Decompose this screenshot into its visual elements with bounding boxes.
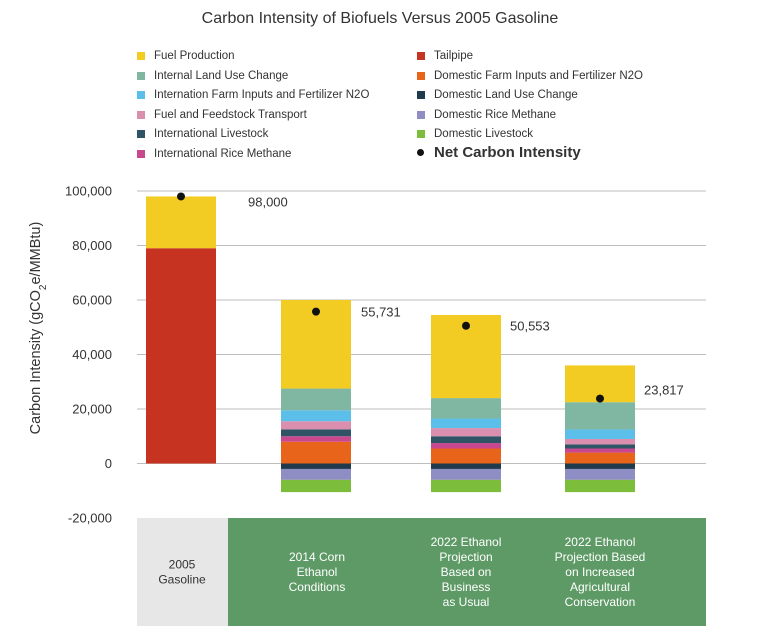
bar-segment <box>565 479 635 493</box>
y-tick-label: -20,000 <box>68 511 112 526</box>
legend-swatch <box>417 91 425 99</box>
y-axis-label: Carbon Intensity (gCO2e/MMBtu) <box>28 222 49 435</box>
category-band-ethanol <box>228 518 706 626</box>
bar-segment <box>281 429 351 437</box>
legend-swatch <box>137 91 145 99</box>
legend-swatch <box>137 110 145 119</box>
bar-segment <box>565 463 635 469</box>
bar-segment <box>565 468 635 480</box>
bar-segment <box>431 443 501 449</box>
bar-segment <box>431 418 501 429</box>
legend-swatch <box>417 130 425 138</box>
legend-item: Domestic Farm Inputs and Fertilizer N2O <box>417 70 643 82</box>
bar-segment <box>565 402 635 430</box>
bar-segment <box>281 421 351 430</box>
legend-swatch <box>137 71 145 80</box>
category-label: 2022 Ethanol Projection Based on Increased… <box>555 535 646 609</box>
bar-segment <box>431 436 501 444</box>
legend-label: International Rice Methane <box>154 147 292 160</box>
category-band-gasoline <box>137 518 228 626</box>
legend-label: Domestic Livestock <box>434 128 534 140</box>
bar-segment <box>565 452 635 464</box>
net-value-label: 23,817 <box>644 383 684 398</box>
legend-item: Fuel and Feedstock Transport <box>137 109 307 121</box>
bar-segment <box>281 410 351 422</box>
bar-segment <box>281 463 351 469</box>
legend-item: Domestic Land Use Change <box>417 89 578 101</box>
net-carbon-intensity-point <box>312 307 320 316</box>
legend-swatch <box>417 52 425 60</box>
legend-swatch <box>417 110 425 119</box>
legend-swatch <box>417 71 425 80</box>
bar-segment <box>281 436 351 442</box>
category-label: 2014 Corn Ethanol Conditions <box>289 550 346 594</box>
legend-item: Internal Land Use Change <box>137 70 288 82</box>
legend-label: Tailpipe <box>434 50 473 62</box>
legend-item: Fuel Production <box>137 50 235 62</box>
bar-segment <box>565 429 635 439</box>
net-value-label: 55,731 <box>361 305 401 320</box>
net-value-label: 98,000 <box>248 194 288 209</box>
legend-label: Domestic Land Use Change <box>434 89 578 101</box>
net-dot-icon <box>417 148 424 156</box>
y-tick-label: 60,000 <box>72 293 112 308</box>
bar-segment <box>281 468 351 480</box>
legend: Fuel Production Internal Land Use Change I… <box>137 50 657 175</box>
legend-label: Domestic Rice Methane <box>434 108 557 121</box>
legend-label: Domestic Farm Inputs and Fertilizer N2O <box>434 69 643 82</box>
bar-segment <box>565 444 635 449</box>
chart-title: Carbon Intensity of Biofuels Versus 2005… <box>201 10 559 27</box>
net-carbon-intensity-point <box>596 394 604 403</box>
category-label: 2022 Ethanol Projection Based on Business as… <box>431 535 502 609</box>
bar-segment <box>431 468 501 480</box>
y-tick-label: 80,000 <box>72 238 112 253</box>
legend-item: Domestic Rice Methane <box>417 109 556 121</box>
legend-label: Internal Land Use Change <box>154 69 289 82</box>
category-label: 2005 Gasoline <box>158 558 206 587</box>
y-tick-label: 20,000 <box>72 402 112 417</box>
y-tick-label: 100,000 <box>65 184 112 199</box>
y-tick-label: 40,000 <box>72 347 112 362</box>
bar-segment <box>565 448 635 453</box>
bar-segment <box>565 438 635 445</box>
bar-segment <box>146 248 216 464</box>
legend-swatch <box>137 149 145 158</box>
legend-label: Net Carbon Intensity <box>434 143 581 161</box>
legend-item: International Rice Methane <box>137 148 291 160</box>
net-carbon-intensity-point <box>177 192 185 201</box>
bar-segment <box>281 479 351 493</box>
bar-segment <box>146 196 216 249</box>
legend-item: Domestic Livestock <box>417 128 533 140</box>
bar-segment <box>431 398 501 419</box>
bar-segment <box>431 428 501 437</box>
y-tick-label: 0 <box>105 456 112 471</box>
bar-segment <box>281 441 351 464</box>
legend-label: Internation Farm Inputs and Fertilizer N… <box>154 89 370 101</box>
bar-segment <box>431 479 501 493</box>
legend-item: Internation Farm Inputs and Fertilizer N… <box>137 89 369 101</box>
legend-label: Fuel and Feedstock Transport <box>154 108 307 121</box>
net-value-label: 50,553 <box>510 319 550 334</box>
legend-item: International Livestock <box>137 128 268 140</box>
bar-segment <box>281 388 351 411</box>
legend-item: Tailpipe <box>417 50 473 62</box>
bar-segment <box>431 448 501 464</box>
legend-item-net-carbon-intensity: Net Carbon Intensity <box>417 144 581 161</box>
bar-segment <box>431 463 501 469</box>
legend-label: International Livestock <box>154 128 269 140</box>
net-carbon-intensity-point <box>462 321 470 330</box>
legend-swatch <box>137 130 145 138</box>
legend-label: Fuel Production <box>154 50 235 62</box>
legend-swatch <box>137 52 145 60</box>
